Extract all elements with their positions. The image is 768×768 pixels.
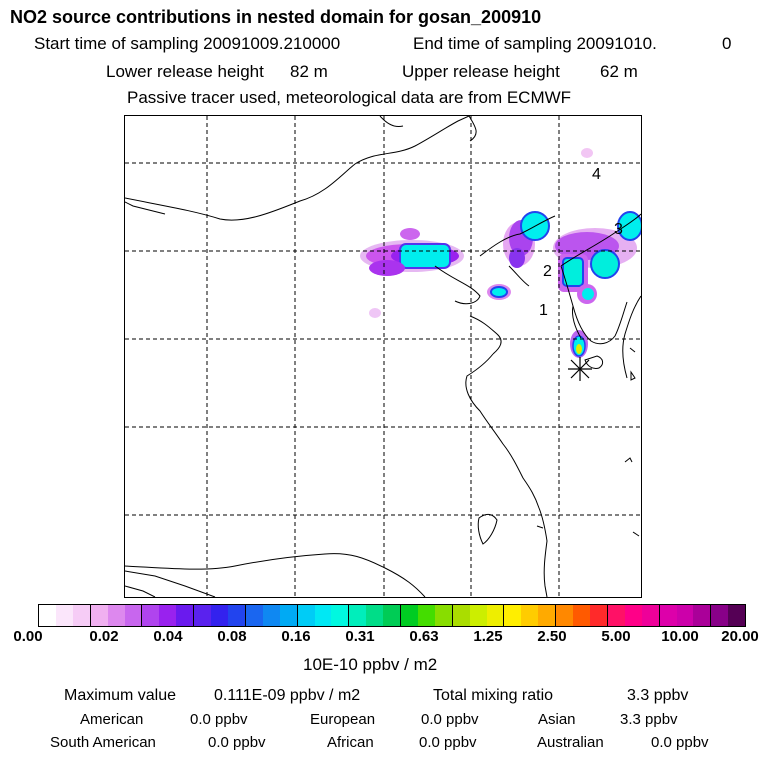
scale-tick: 0.16 xyxy=(281,628,311,645)
color-scale-swatch xyxy=(658,605,677,626)
european-label: European xyxy=(310,711,376,728)
color-scale-swatch xyxy=(107,605,125,626)
color-scale-swatch xyxy=(314,605,332,626)
scale-tick: 0.02 xyxy=(89,628,119,645)
map-label-2: 2 xyxy=(543,263,552,280)
color-scale-swatch xyxy=(279,605,297,626)
max-value: 0.111E-09 ppbv / m2 xyxy=(214,687,361,704)
color-scale-swatch xyxy=(538,605,556,626)
scale-tick: 2.50 xyxy=(537,628,567,645)
color-scale-swatch xyxy=(624,605,642,626)
map-label-1: 1 xyxy=(539,302,548,319)
color-scale-swatch xyxy=(486,605,504,626)
color-scale-swatch xyxy=(400,605,418,626)
color-scale-swatch xyxy=(710,605,729,626)
total-mixing-label: Total mixing ratio xyxy=(433,687,554,704)
american-label: American xyxy=(80,711,144,728)
color-scale-swatch xyxy=(555,605,574,626)
scale-tick: 0.04 xyxy=(153,628,183,645)
coastline-layer xyxy=(125,116,641,597)
color-scale-swatch xyxy=(227,605,245,626)
map-panel: 1 2 3 4 xyxy=(124,115,642,598)
start-time-label: Start time of sampling 20091009.210000 xyxy=(34,34,341,53)
south-american-label: South American xyxy=(50,734,156,751)
color-scale-swatch xyxy=(211,605,228,626)
color-scale-swatch xyxy=(331,605,349,626)
color-scale-swatch xyxy=(89,605,108,626)
scale-tick: 0.00 xyxy=(13,628,43,645)
color-scale-swatch xyxy=(503,605,522,626)
page-title: NO2 source contributions in nested domai… xyxy=(10,7,542,27)
color-scale-swatch xyxy=(124,605,142,626)
color-scale-swatch xyxy=(590,605,607,626)
color-scale-swatch xyxy=(55,605,73,626)
scale-tick: 5.00 xyxy=(601,628,631,645)
map-label-3: 3 xyxy=(614,221,623,238)
color-scale-swatch xyxy=(469,605,487,626)
african-value: 0.0 ppbv xyxy=(419,734,477,751)
color-scale-swatch xyxy=(262,605,280,626)
plume-layer xyxy=(360,148,641,358)
scale-tick: 0.31 xyxy=(345,628,375,645)
color-scale-swatch xyxy=(244,605,263,626)
scale-tick: 0.63 xyxy=(409,628,439,645)
color-scale-swatch xyxy=(693,605,711,626)
color-scale-swatch xyxy=(176,605,194,626)
color-scale-ticks: 0.00 0.02 0.04 0.08 0.16 0.31 0.63 1.25 … xyxy=(0,628,768,650)
color-scale-swatch xyxy=(193,605,212,626)
color-scale-swatch xyxy=(641,605,659,626)
color-scale-swatch xyxy=(39,605,56,626)
map-canvas xyxy=(125,116,641,597)
map-label-4: 4 xyxy=(592,166,601,183)
african-label: African xyxy=(327,734,374,751)
total-mixing-value: 3.3 ppbv xyxy=(627,687,689,704)
color-scale-swatch xyxy=(296,605,315,626)
australian-label: Australian xyxy=(537,734,604,751)
color-scale-swatch xyxy=(521,605,539,626)
upper-release-value: 62 m xyxy=(600,62,638,81)
color-scale-swatch xyxy=(348,605,367,626)
color-scale-swatch xyxy=(728,605,746,626)
color-scale-swatch xyxy=(606,605,625,626)
scale-tick: 10.00 xyxy=(661,628,699,645)
asian-value: 3.3 ppbv xyxy=(620,711,678,728)
color-scale-swatch xyxy=(366,605,384,626)
european-value: 0.0 ppbv xyxy=(421,711,479,728)
south-american-value: 0.0 ppbv xyxy=(208,734,266,751)
australian-value: 0.0 ppbv xyxy=(651,734,709,751)
color-scale-swatch xyxy=(141,605,160,626)
color-scale-swatch xyxy=(676,605,694,626)
color-scale-swatch xyxy=(434,605,452,626)
upper-release-label: Upper release height xyxy=(402,62,560,81)
lower-release-value: 82 m xyxy=(290,62,328,81)
map-grid xyxy=(125,116,641,597)
asian-label: Asian xyxy=(538,711,576,728)
end-time-value: 0 xyxy=(722,34,732,53)
scale-tick: 20.00 xyxy=(721,628,759,645)
color-scale-swatch xyxy=(417,605,435,626)
american-value: 0.0 ppbv xyxy=(190,711,248,728)
color-scale-swatch xyxy=(573,605,590,626)
color-scale-swatch xyxy=(72,605,90,626)
color-scale-swatch xyxy=(383,605,401,626)
tracer-note: Passive tracer used, meteorological data… xyxy=(127,88,572,107)
scale-tick: 0.08 xyxy=(217,628,247,645)
color-scale-bar xyxy=(38,604,746,627)
lower-release-label: Lower release height xyxy=(106,62,264,81)
max-value-label: Maximum value xyxy=(64,687,177,704)
scale-tick: 1.25 xyxy=(473,628,503,645)
color-scale-swatch xyxy=(451,605,470,626)
color-scale-swatch xyxy=(159,605,177,626)
asterisk-icon xyxy=(568,357,592,381)
end-time-label: End time of sampling 20091010. xyxy=(413,34,657,53)
scale-units: 10E-10 ppbv / m2 xyxy=(303,655,438,674)
